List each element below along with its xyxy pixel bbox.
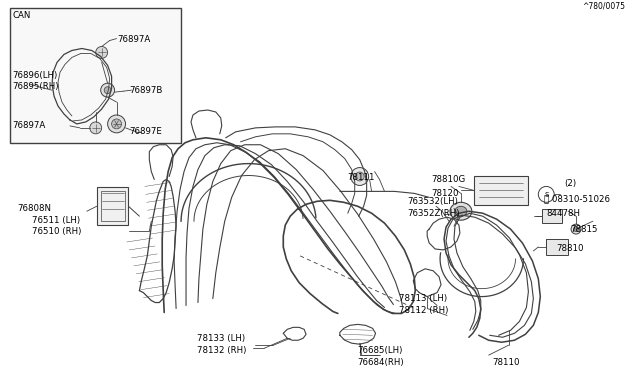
Circle shape [111,119,122,129]
Text: 78810G: 78810G [431,175,465,184]
Text: 763532(LH): 763532(LH) [407,197,458,206]
Circle shape [90,122,102,134]
Text: 76684(RH): 76684(RH) [358,357,404,366]
FancyBboxPatch shape [97,187,129,225]
Bar [542,209,562,223]
Text: ^780/0075: ^780/0075 [582,2,626,11]
Text: 78111: 78111 [348,173,375,182]
Text: Ⓢ 08310-51026: Ⓢ 08310-51026 [544,194,611,203]
Circle shape [96,46,108,58]
Circle shape [104,87,111,94]
Text: 76685(LH): 76685(LH) [358,346,403,355]
Text: 78815: 78815 [570,225,598,234]
Circle shape [571,224,581,234]
Text: S: S [544,192,548,198]
Text: 78120: 78120 [431,189,459,198]
Text: 78112 (RH): 78112 (RH) [399,306,449,315]
Text: 76511 (LH): 76511 (LH) [32,216,81,225]
Ellipse shape [450,202,472,220]
Text: 76895(RH): 76895(RH) [12,82,59,91]
Text: 78132 (RH): 78132 (RH) [197,346,246,355]
Text: 78113 (LH): 78113 (LH) [399,294,447,303]
Circle shape [351,167,369,185]
Circle shape [573,227,579,232]
Text: 76808N: 76808N [17,204,51,213]
Text: (2): (2) [564,179,576,188]
Text: 84478H: 84478H [547,209,580,218]
Text: 76510 (RH): 76510 (RH) [32,227,81,235]
Text: 76897A: 76897A [118,35,151,44]
Circle shape [100,83,115,97]
Text: 76897B: 76897B [129,86,163,94]
Text: 76896(LH): 76896(LH) [12,71,58,80]
Text: 76897E: 76897E [129,127,163,137]
Text: 78810: 78810 [556,244,584,253]
Bar [10,8,181,143]
Ellipse shape [455,206,467,216]
Bar [100,191,125,221]
Text: 78110: 78110 [493,357,520,366]
Text: 76897A: 76897A [12,121,45,131]
Text: 78133 (LH): 78133 (LH) [197,334,245,343]
Bar [547,239,568,255]
Circle shape [355,172,364,181]
Bar [474,176,529,205]
Text: CAN: CAN [12,11,31,20]
Circle shape [108,115,125,133]
Text: 76352Z(RH): 76352Z(RH) [407,209,460,218]
